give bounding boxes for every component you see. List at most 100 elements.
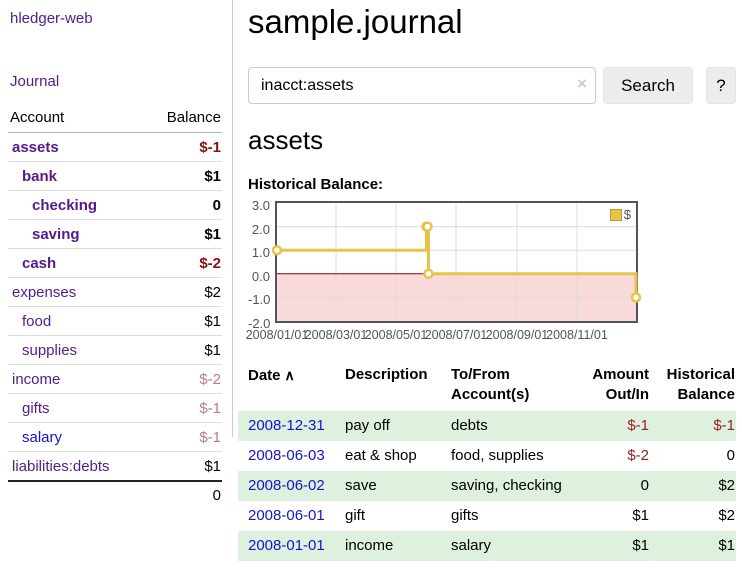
- chart-plot-area: $: [271, 201, 642, 323]
- account-balance: $1: [144, 219, 222, 249]
- y-axis-tick: 2.0: [251, 221, 270, 237]
- transaction-date-link[interactable]: 2008-06-03: [248, 447, 325, 464]
- account-balance: $1: [144, 306, 222, 336]
- transaction-row: 2008-01-01 income salary $1 $1: [238, 531, 736, 561]
- app-brand-link[interactable]: hledger-web: [10, 10, 93, 27]
- accounts-header-account: Account: [8, 105, 145, 133]
- search-input[interactable]: [248, 67, 597, 104]
- transaction-amount: 0: [640, 477, 649, 494]
- transaction-accounts: debts: [451, 417, 488, 434]
- account-balance: $2: [144, 277, 222, 307]
- transaction-description: pay off: [345, 417, 390, 434]
- search-form: × Search ?: [248, 67, 736, 104]
- transaction-description: save: [345, 477, 377, 494]
- account-row: bank $1: [8, 161, 222, 191]
- y-axis-tick: 1.0: [251, 245, 270, 261]
- account-balance: $-1: [144, 422, 222, 452]
- account-link[interactable]: income: [12, 371, 61, 388]
- x-axis-tick: 2008/05/01: [364, 328, 428, 342]
- accounts-body: assets $-1 bank $1 checking 0 saving $1 …: [8, 133, 222, 481]
- x-axis-tick: 2008/03/01: [304, 328, 368, 342]
- transaction-date-link[interactable]: 2008-01-01: [248, 537, 325, 554]
- sidebar-item-journal[interactable]: Journal: [10, 73, 60, 90]
- account-row: supplies $1: [8, 335, 222, 365]
- main-content: sample.journal × Search ? assets Histori…: [233, 0, 742, 561]
- transaction-date-link[interactable]: 2008-12-31: [248, 417, 325, 434]
- transaction-date-link[interactable]: 2008-06-01: [248, 507, 325, 524]
- clear-search-icon[interactable]: ×: [577, 74, 588, 93]
- register-table: Date ∧ Description To/From Account(s) Amo…: [238, 361, 736, 561]
- account-balance: $1: [144, 161, 222, 191]
- account-link[interactable]: checking: [32, 197, 98, 214]
- transaction-row: 2008-06-02 save saving, checking 0 $2: [238, 471, 736, 501]
- chart-legend: $: [609, 207, 631, 222]
- account-row: gifts $-1: [8, 393, 222, 423]
- transaction-amount: $-1: [627, 417, 649, 434]
- account-balance: 0: [144, 190, 222, 220]
- x-axis-tick: 2008/07/01: [424, 328, 488, 342]
- account-row: cash $-2: [8, 248, 222, 278]
- transaction-accounts: gifts: [451, 507, 479, 524]
- chart-label: Historical Balance:: [248, 176, 384, 193]
- y-axis-tick: -1.0: [248, 292, 271, 308]
- x-axis-tick: 2008/11/01: [546, 328, 608, 342]
- transaction-balance: $-1: [713, 417, 735, 434]
- register-header-accounts: To/From Account(s): [451, 366, 530, 403]
- y-axis-tick: 3.0: [251, 198, 270, 213]
- sort-ascending-icon: ∧: [284, 367, 295, 383]
- account-balance: $-2: [144, 364, 222, 394]
- account-link[interactable]: liabilities:debts: [12, 458, 110, 475]
- help-button[interactable]: ?: [705, 67, 736, 104]
- account-row: income $-2: [8, 364, 222, 394]
- accounts-table: Account Balance assets $-1 bank $1 check…: [8, 105, 222, 509]
- account-link[interactable]: cash: [22, 255, 57, 272]
- transaction-row: 2008-06-03 eat & shop food, supplies $-2…: [238, 441, 736, 471]
- account-link[interactable]: assets: [12, 139, 59, 156]
- transaction-balance: $2: [718, 507, 735, 524]
- transaction-amount: $-2: [627, 447, 649, 464]
- transaction-balance: 0: [726, 447, 735, 464]
- transaction-accounts: saving, checking: [451, 477, 562, 494]
- y-axis-tick: -2.0: [248, 316, 271, 331]
- account-page-title: assets: [248, 125, 324, 155]
- register-body: 2008-12-31 pay off debts $-1 $-1 2008-06…: [238, 411, 736, 561]
- sidebar: hledger-web Journal Account Balance asse…: [0, 0, 233, 509]
- accounts-total-row: 0: [8, 480, 222, 509]
- account-link[interactable]: gifts: [22, 400, 50, 417]
- account-balance: $-1: [199, 139, 221, 156]
- account-row: liabilities:debts $1: [8, 451, 222, 481]
- account-link[interactable]: salary: [22, 429, 63, 446]
- transaction-description: gift: [345, 507, 366, 524]
- legend-label: $: [623, 207, 631, 222]
- transaction-balance: $2: [718, 477, 735, 494]
- account-balance: $1: [144, 451, 222, 481]
- account-row: saving $1: [8, 219, 222, 249]
- account-balance: $1: [144, 335, 222, 365]
- transaction-amount: $1: [632, 507, 649, 524]
- accounts-total-value: 0: [144, 480, 222, 509]
- account-link[interactable]: food: [22, 313, 52, 330]
- register-header-balance: Historical Balance: [666, 366, 735, 403]
- account-row: assets $-1: [8, 133, 222, 162]
- register-header-date[interactable]: Date ∧: [248, 367, 295, 384]
- account-link[interactable]: saving: [32, 226, 80, 243]
- series-color-swatch: [609, 208, 622, 221]
- chart-canvas: [271, 203, 642, 321]
- account-balance: $-2: [144, 248, 222, 278]
- x-axis-tick: 2008/09/01: [485, 328, 549, 342]
- historical-balance-chart: $ 3.0 2.0 1.0 0.0 -1.0 -2.0 2008/01/01 2008/03/…: [246, 195, 736, 345]
- transaction-description: eat & shop: [345, 447, 417, 464]
- transaction-date-link[interactable]: 2008-06-02: [248, 477, 325, 494]
- y-axis-tick: 0.0: [251, 268, 270, 284]
- accounts-header-balance: Balance: [144, 105, 222, 133]
- transaction-accounts: salary: [451, 537, 492, 554]
- transaction-balance: $1: [718, 537, 735, 554]
- register-header-amount: Amount Out/In: [592, 366, 649, 403]
- register-header-description: Description: [345, 366, 428, 383]
- transaction-row: 2008-06-01 gift gifts $1 $2: [238, 501, 736, 531]
- account-link[interactable]: expenses: [12, 284, 77, 301]
- search-button[interactable]: Search: [603, 67, 693, 104]
- account-link[interactable]: bank: [22, 168, 58, 185]
- account-link[interactable]: supplies: [22, 342, 78, 359]
- account-row: checking 0: [8, 190, 222, 220]
